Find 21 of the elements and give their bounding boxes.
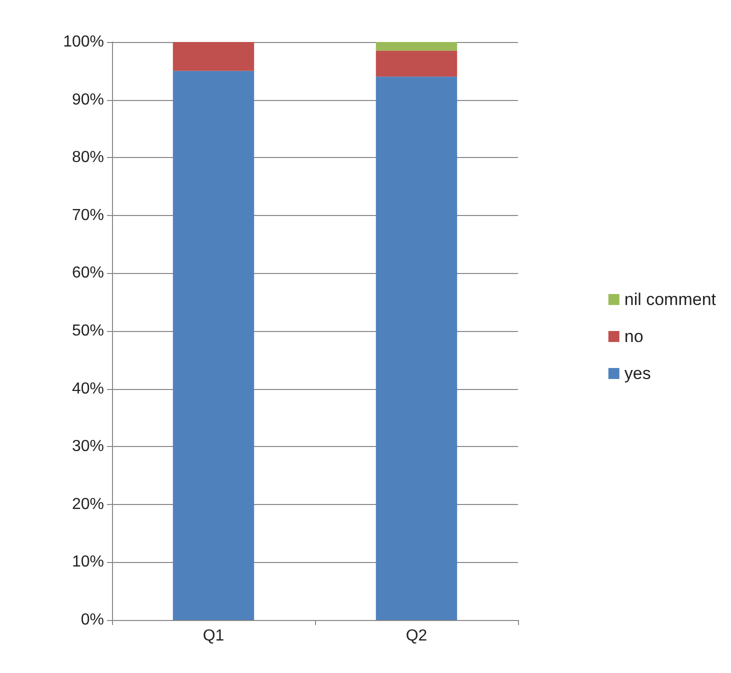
y-tick-label: 100%: [63, 34, 104, 50]
bar: [172, 70, 254, 620]
y-tick-label: 50%: [72, 322, 104, 340]
y-tick-label: 40%: [72, 380, 104, 398]
y-tick-label: 80%: [72, 149, 104, 166]
y-tick-label: 0%: [80, 612, 104, 628]
bar: [376, 42, 458, 51]
y-tick-label: 60%: [72, 264, 104, 282]
x-tick-label: Q2: [406, 628, 428, 644]
bar: [376, 76, 458, 620]
legend-label: nil comment: [624, 290, 716, 309]
legend-label: yes: [624, 364, 651, 383]
y-tick-label: 30%: [72, 438, 104, 456]
x-tick-label: Q1: [202, 628, 224, 644]
legend-label: no: [624, 327, 644, 346]
y-tick-label: 20%: [72, 496, 104, 513]
bar: [376, 50, 458, 77]
y-tick-label: 10%: [72, 554, 104, 571]
y-tick-label: 70%: [72, 206, 104, 224]
bar: [172, 42, 254, 71]
y-tick-label: 90%: [72, 91, 104, 108]
